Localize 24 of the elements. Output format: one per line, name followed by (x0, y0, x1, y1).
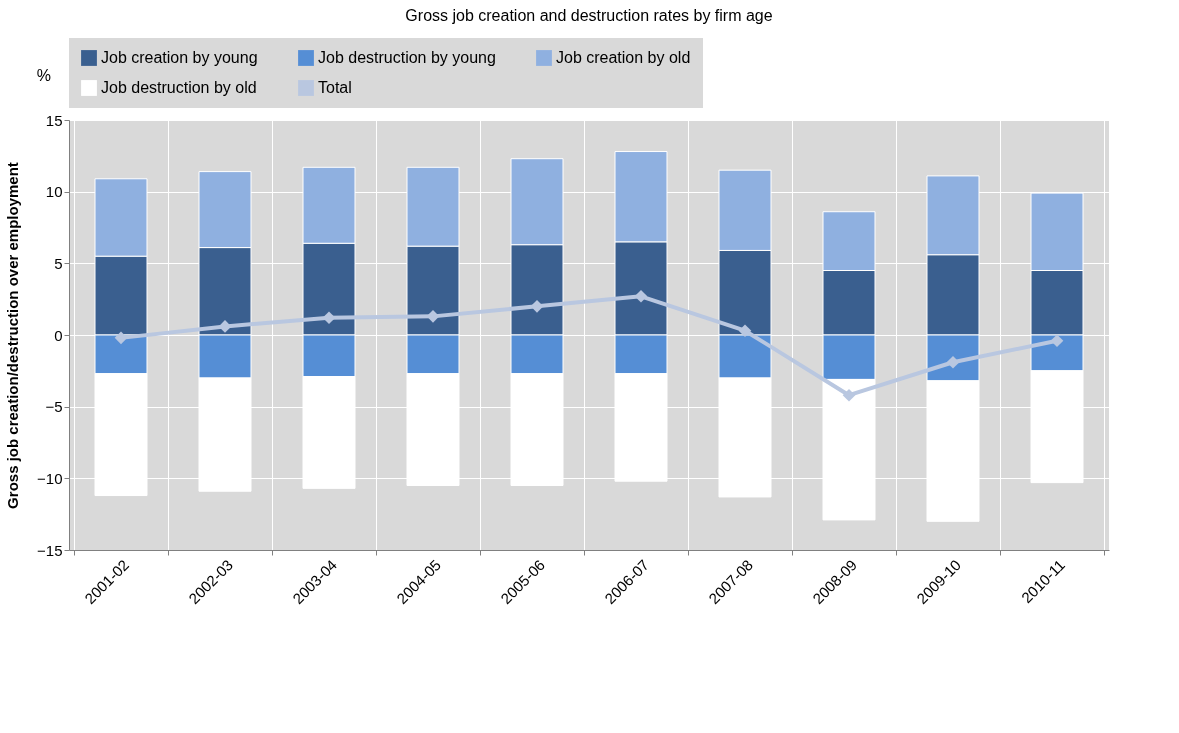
y-tick-label: −15 (37, 541, 63, 559)
y-tick-label: −10 (37, 469, 63, 487)
legend-label: Job creation by young (101, 49, 258, 66)
chart-title: Gross job creation and destruction rates by firm age (405, 7, 773, 24)
y-tick-label: −5 (45, 398, 63, 416)
point (530, 300, 544, 313)
point (218, 320, 232, 333)
legend-label: Job destruction by old (101, 79, 257, 96)
y-tick-label: 15 (45, 111, 63, 129)
y-tick-label: 5 (54, 254, 63, 272)
y-tick-label: 10 (45, 183, 63, 201)
point (634, 289, 648, 303)
point (322, 311, 336, 325)
point (738, 324, 752, 338)
y-axis-title: Gross job creation/destruction over employment (4, 162, 22, 509)
point (842, 388, 856, 402)
legend-label: Job creation by old (556, 49, 691, 66)
legend-label: Job destruction by young (318, 49, 496, 66)
legend-label: Total (318, 79, 352, 96)
point (114, 331, 128, 345)
point (426, 310, 440, 323)
y-tick-label: 0 (54, 326, 63, 344)
text: % (36, 67, 51, 84)
point (1050, 334, 1064, 348)
